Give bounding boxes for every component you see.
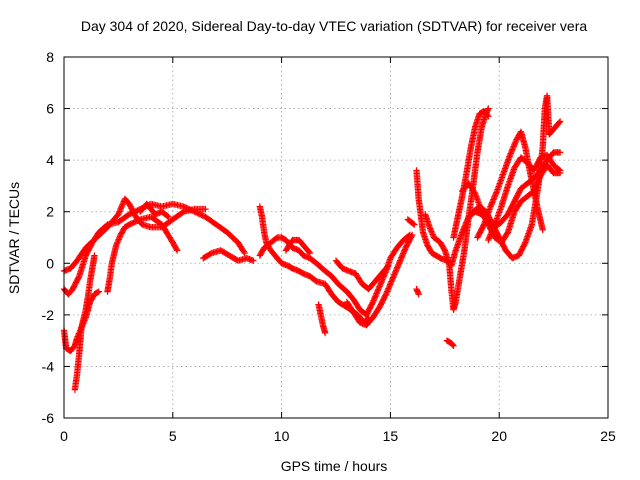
data-point xyxy=(113,240,121,247)
data-point xyxy=(485,105,492,112)
data-point xyxy=(91,252,98,259)
data-point xyxy=(408,231,416,239)
data-point xyxy=(428,228,435,235)
series-track-22 xyxy=(469,92,564,262)
data-point xyxy=(480,222,487,230)
data-point xyxy=(384,263,391,271)
series-track-6 xyxy=(136,200,172,221)
series-track-23 xyxy=(485,151,564,244)
data-point xyxy=(173,245,180,253)
data-point xyxy=(385,262,392,270)
x-tick-label: 10 xyxy=(274,428,290,444)
data-point xyxy=(113,242,120,249)
data-point xyxy=(179,209,186,216)
data-point xyxy=(306,249,314,257)
series-track-21 xyxy=(474,128,546,241)
data-point xyxy=(449,341,456,349)
series-track-10 xyxy=(282,236,314,257)
data-point xyxy=(114,237,122,245)
data-point xyxy=(555,119,563,126)
data-point xyxy=(556,149,564,156)
x-tick-label: 20 xyxy=(491,428,507,444)
data-point xyxy=(556,118,564,125)
data-point xyxy=(75,274,82,281)
series-track-13 xyxy=(343,231,416,329)
data-point xyxy=(426,223,433,231)
series-track-7 xyxy=(200,247,257,264)
y-tick-label: -4 xyxy=(42,358,55,374)
y-tick-label: 6 xyxy=(46,101,54,117)
x-axis-label: GPS time / hours xyxy=(281,458,388,474)
y-tick-labels: -6 -4 -2 0 2 4 6 8 xyxy=(42,49,55,426)
series-track-5 xyxy=(104,213,181,295)
series-track-9 xyxy=(256,231,414,319)
y-tick-label: -6 xyxy=(42,410,55,426)
series-track-11 xyxy=(315,301,329,337)
plot-frame xyxy=(63,56,609,419)
series-track-4 xyxy=(71,252,98,393)
series-track-14 xyxy=(404,216,418,228)
y-tick-label: 8 xyxy=(46,49,54,65)
data-point xyxy=(503,230,511,237)
y-axis-label: SDTVAR / TECUs xyxy=(6,182,22,294)
data-point xyxy=(428,229,436,237)
data-point xyxy=(408,233,415,240)
series-track-12 xyxy=(332,257,392,293)
x-tick-labels: 0 5 10 15 20 25 xyxy=(60,428,616,444)
data-point xyxy=(521,240,528,248)
series-track-2 xyxy=(60,200,248,298)
data-points xyxy=(60,92,564,393)
data-point xyxy=(471,189,478,196)
data-point xyxy=(164,212,171,220)
data-point xyxy=(321,329,329,337)
x-tick-label: 15 xyxy=(383,428,399,444)
data-point xyxy=(135,216,142,224)
data-point xyxy=(165,213,172,221)
data-point xyxy=(250,257,257,264)
data-point xyxy=(116,234,123,242)
data-point xyxy=(305,248,313,256)
y-tick-label: -2 xyxy=(42,307,55,323)
data-point xyxy=(450,342,457,349)
data-point xyxy=(410,220,417,227)
y-tick-label: 2 xyxy=(46,204,54,220)
x-tick-label: 0 xyxy=(60,428,68,444)
data-point xyxy=(240,248,247,255)
data-point xyxy=(555,166,563,173)
series-track-19 xyxy=(450,107,492,241)
data-point xyxy=(241,249,248,257)
series-track-18 xyxy=(443,337,457,349)
data-point xyxy=(116,233,124,240)
series-track-16 xyxy=(413,285,422,298)
data-point xyxy=(426,225,434,232)
data-point xyxy=(429,231,436,238)
data-point xyxy=(173,247,181,254)
data-point xyxy=(427,226,435,234)
y-tick-label: 4 xyxy=(46,152,54,168)
data-point xyxy=(484,112,491,119)
x-tick-label: 25 xyxy=(600,428,616,444)
data-point xyxy=(539,226,546,233)
data-point xyxy=(415,291,422,298)
data-point xyxy=(95,288,103,295)
chart-title: Day 304 of 2020, Sidereal Day-to-day VTE… xyxy=(81,18,587,34)
data-point xyxy=(114,239,121,246)
data-point xyxy=(94,289,101,296)
x-tick-label: 5 xyxy=(169,428,177,444)
data-point xyxy=(556,167,564,174)
data-point xyxy=(115,236,122,243)
data-point xyxy=(485,113,492,120)
data-point xyxy=(411,221,418,228)
data-point xyxy=(202,205,209,213)
y-tick-label: 0 xyxy=(46,255,54,271)
